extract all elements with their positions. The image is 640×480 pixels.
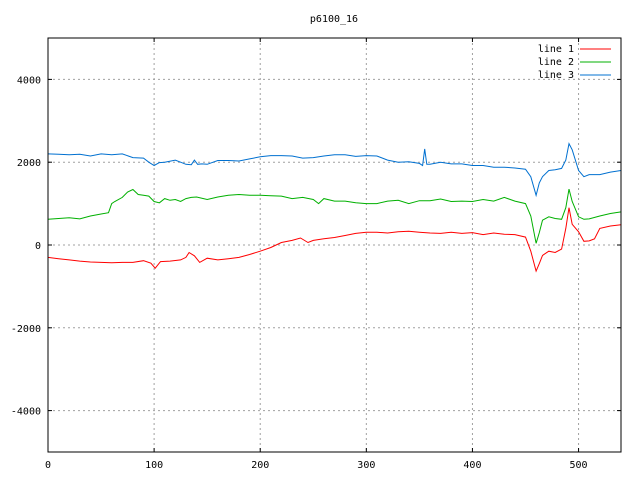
y-tick-label: 0: [35, 241, 41, 252]
x-tick-label: 200: [251, 460, 269, 471]
grid: [48, 38, 621, 452]
plot-frame: [47, 37, 622, 453]
x-tick-label: 100: [145, 460, 163, 471]
legend-label: line 1: [538, 44, 574, 55]
x-tick-label: 500: [570, 460, 588, 471]
legend-label: line 2: [538, 57, 574, 68]
x-tick-label: 400: [463, 460, 481, 471]
axis-ticks: 0 100 200 300 400 500 -4000 -2000 0 2000 4000: [11, 38, 621, 471]
x-tick-label: 0: [45, 460, 51, 471]
series-line-2: [47, 188, 622, 244]
y-tick-label: -4000: [11, 407, 41, 418]
y-tick-label: -2000: [11, 324, 41, 335]
legend: line 1 line 2 line 3: [538, 44, 611, 81]
legend-label: line 3: [538, 70, 574, 81]
series-line-1: [47, 207, 622, 273]
series-group: [47, 142, 622, 273]
x-tick-label: 300: [357, 460, 375, 471]
chart-title: p6100_16: [310, 14, 358, 25]
series-line-3: [47, 142, 622, 198]
y-tick-label: 2000: [17, 158, 41, 169]
y-tick-label: 4000: [17, 75, 41, 86]
